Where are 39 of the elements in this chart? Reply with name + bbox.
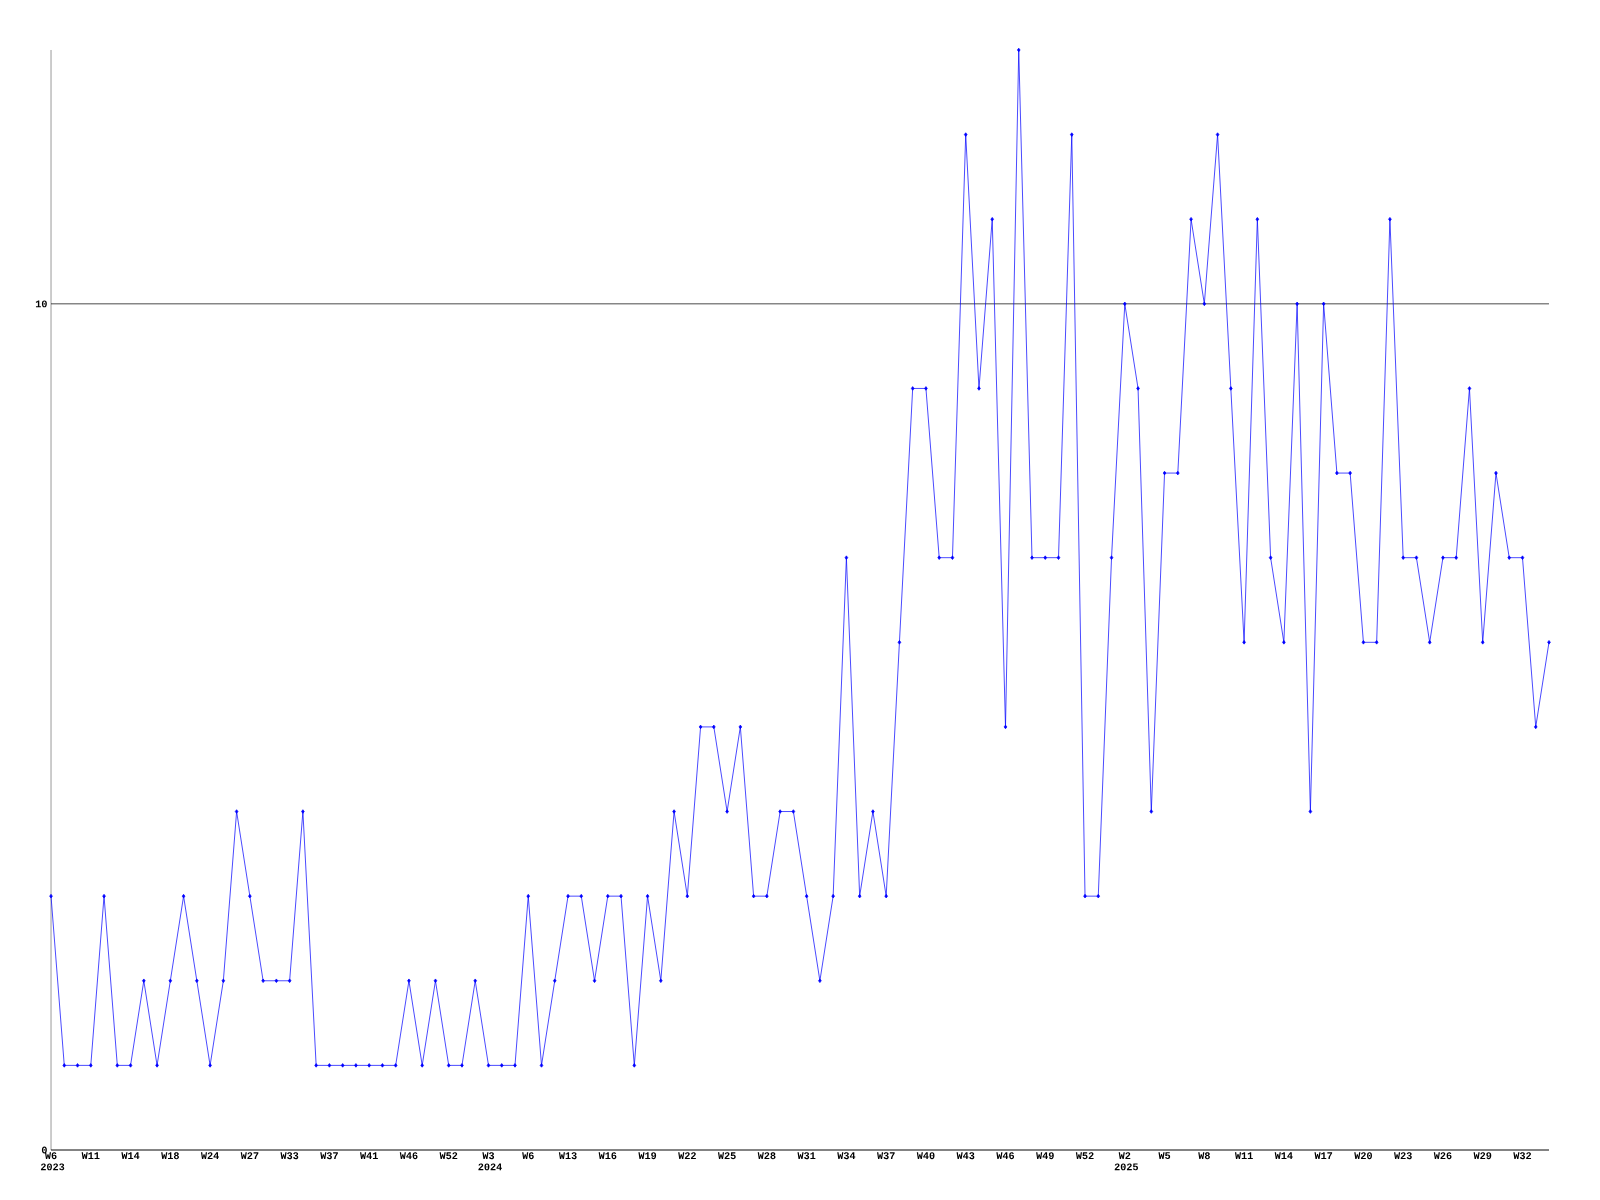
x-tick-label: W40 [916,1152,935,1160]
x-tick-label: W43 [956,1152,975,1160]
x-tick-label: W34 [837,1152,856,1160]
x-tick-label: W17 [1314,1152,1333,1159]
x-tick-label: W14 [121,1152,140,1159]
x-tick-label: W33 [280,1152,299,1160]
x-tick-label: W41 [360,1152,378,1159]
x-tick-label: W52 [1075,1152,1094,1160]
x-tick-label: W5 [1158,1152,1171,1160]
x-tick-label: W6 [522,1152,534,1160]
x-tick-label: W26 [1433,1152,1452,1160]
x-tick-label: W28 [757,1152,776,1160]
x-tick-label: W24 [200,1152,219,1160]
x-tick-label: W11 [81,1152,100,1159]
x-tick-label: W37 [320,1152,338,1160]
x-tick-label: W2 2025 [1114,1152,1138,1171]
x-tick-label: W46 [399,1152,418,1160]
x-tick-label: W19 [638,1152,657,1160]
x-tick-label: W31 [797,1152,816,1160]
x-tick-label: W16 [598,1152,617,1160]
x-tick-label: W32 [1513,1152,1532,1160]
x-tick-label: W23 [1394,1152,1412,1160]
x-tick-label: W8 [1198,1152,1210,1160]
y-tick-label: 10 [35,300,47,308]
x-tick-label: W3 2024 [478,1152,502,1171]
x-tick-label: W13 [558,1152,577,1160]
x-tick-label: W25 [717,1152,736,1160]
y-tick-label: 0 [41,1146,47,1154]
x-tick-label: W46 [996,1152,1015,1160]
x-tick-label: W27 [240,1152,259,1160]
x-tick-label: W29 [1473,1152,1492,1160]
x-tick-label: W20 [1354,1152,1372,1160]
x-tick-label: W22 [678,1152,696,1160]
x-tick-label: W52 [439,1152,458,1160]
x-tick-label: W18 [161,1152,179,1160]
x-tick-label: W14 [1274,1152,1293,1159]
x-tick-label: W11 [1234,1152,1253,1159]
x-tick-label: W49 [1036,1152,1054,1160]
x-tick-label: W37 [877,1152,895,1160]
